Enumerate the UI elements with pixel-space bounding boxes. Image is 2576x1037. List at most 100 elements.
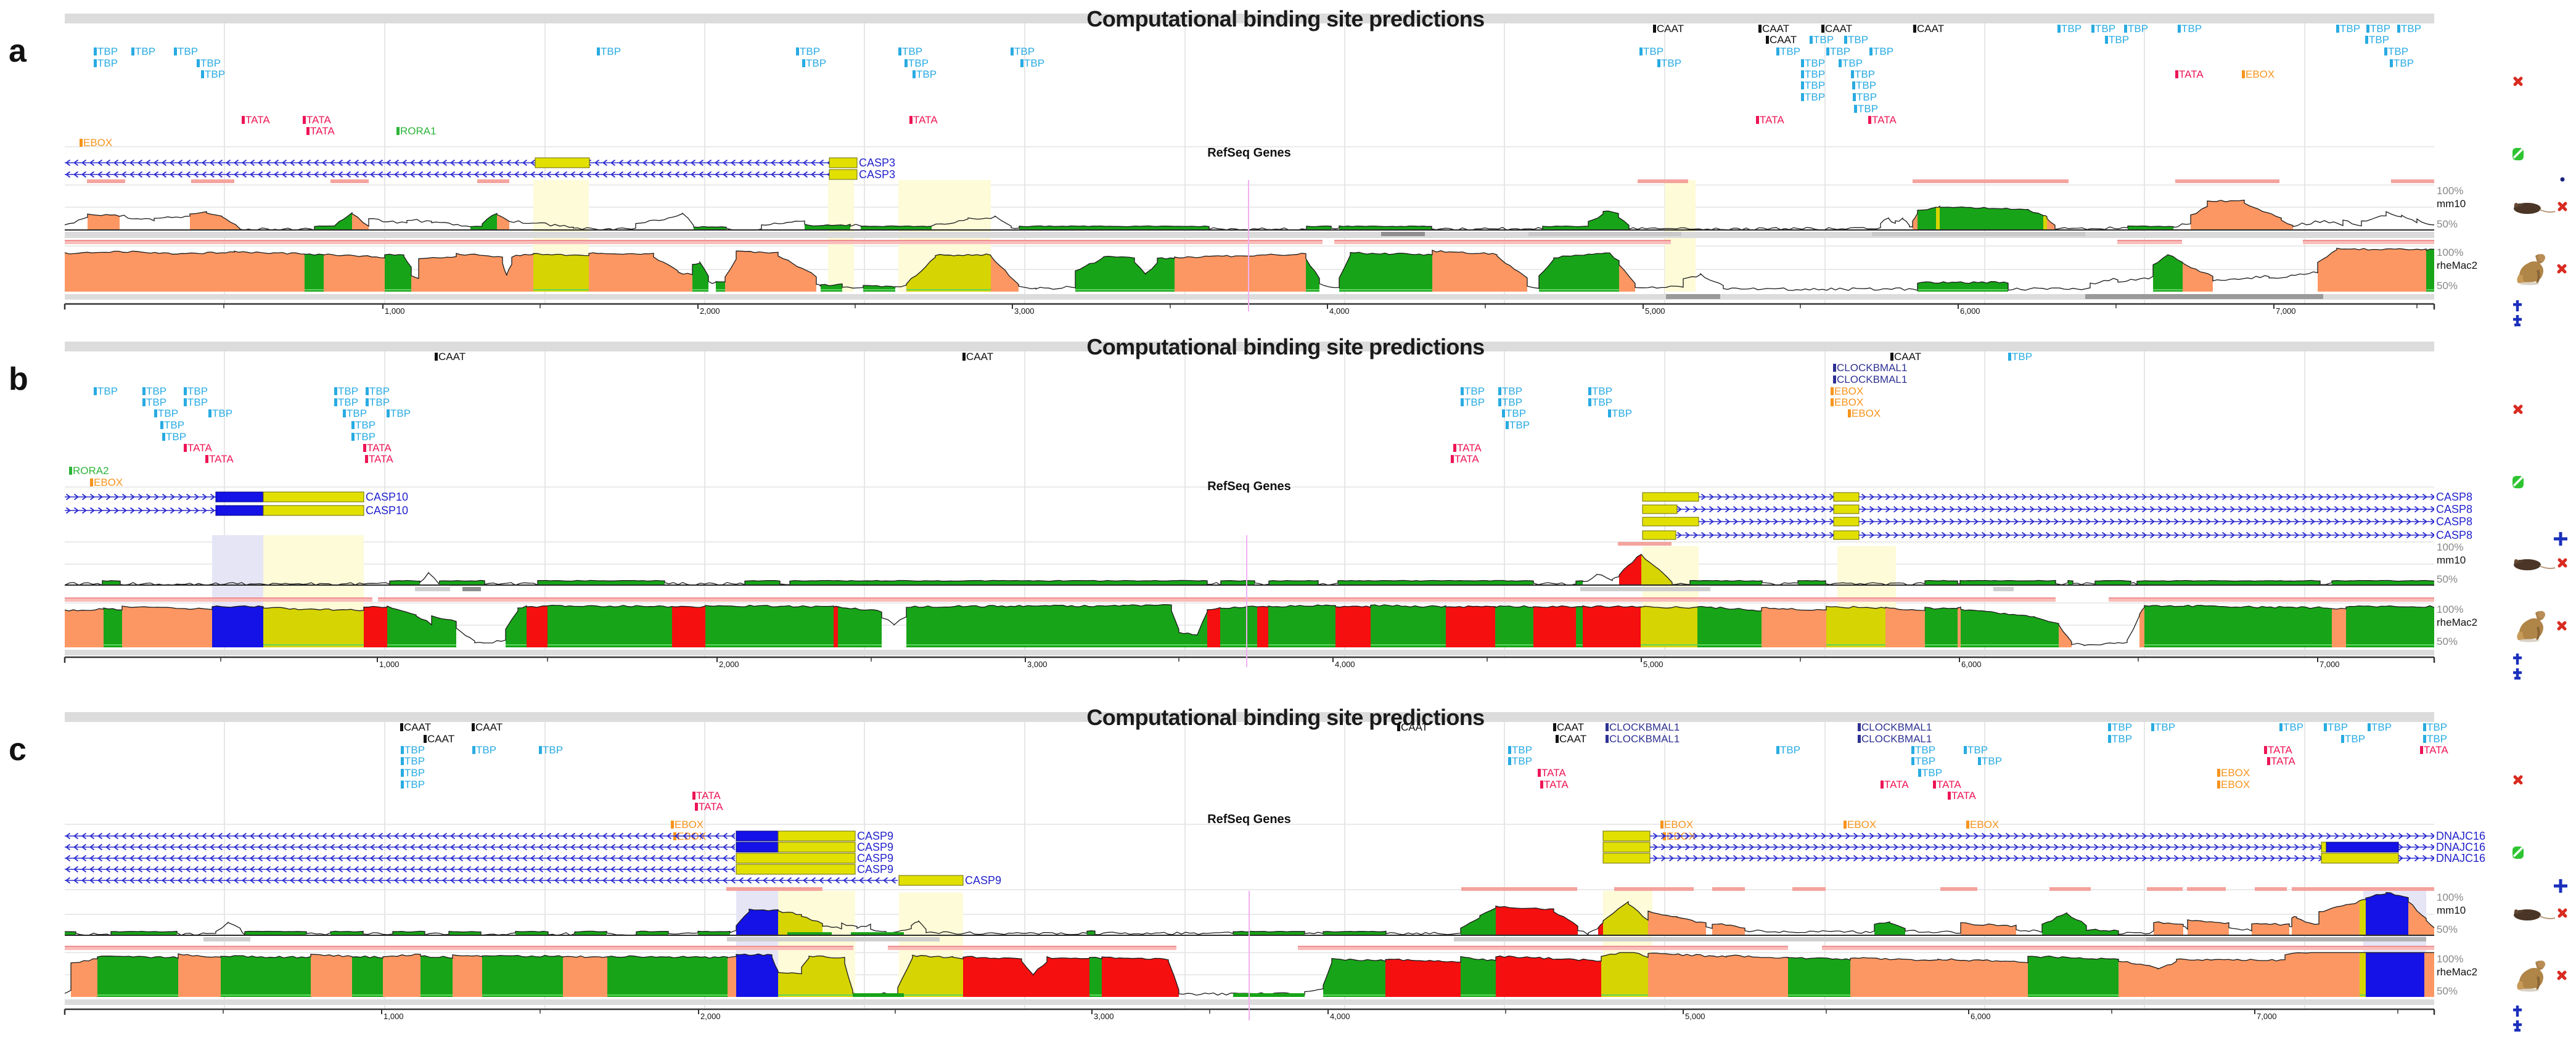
svg-text:TBP: TBP (212, 408, 232, 419)
svg-text:TBP: TBP (1014, 46, 1035, 57)
svg-text:TBP: TBP (1509, 419, 1530, 431)
svg-text:TBP: TBP (1464, 385, 1485, 397)
svg-text:5,000: 5,000 (1685, 1012, 1705, 1021)
svg-text:TATA: TATA (1760, 114, 1784, 126)
svg-text:rheMac2: rheMac2 (2437, 617, 2477, 628)
svg-text:1,000: 1,000 (385, 306, 405, 316)
svg-text:3,000: 3,000 (1027, 660, 1048, 669)
svg-text:DNAJC16: DNAJC16 (2436, 841, 2485, 853)
svg-text:TBP: TBP (2109, 34, 2129, 46)
svg-text:TBP: TBP (1858, 103, 1878, 115)
svg-text:50%: 50% (2437, 636, 2458, 647)
svg-text:CASP9: CASP9 (857, 830, 893, 842)
svg-text:TBP: TBP (1922, 767, 1942, 779)
svg-text:TBP: TBP (205, 68, 225, 80)
svg-text:6,000: 6,000 (1971, 1012, 1991, 1021)
svg-text:TATA: TATA (1937, 779, 1961, 790)
svg-text:TBP: TBP (1612, 408, 1632, 419)
svg-text:7,000: 7,000 (2276, 306, 2296, 316)
svg-text:CASP9: CASP9 (857, 841, 893, 853)
svg-text:TBP: TBP (404, 767, 425, 779)
svg-text:EBOX: EBOX (1847, 819, 1876, 830)
svg-text:3,000: 3,000 (1094, 1012, 1114, 1021)
svg-text:TBP: TBP (2427, 721, 2447, 733)
svg-text:TATA: TATA (2271, 755, 2295, 767)
svg-text:CASP9: CASP9 (965, 874, 1001, 887)
svg-text:5,000: 5,000 (1645, 306, 1665, 316)
svg-text:TBP: TBP (404, 779, 425, 790)
svg-text:6,000: 6,000 (1960, 306, 1980, 316)
svg-text:TBP: TBP (200, 57, 221, 69)
svg-text:DNAJC16: DNAJC16 (2436, 852, 2485, 864)
svg-text:Computational binding site pre: Computational binding site predictions (1086, 6, 1484, 31)
svg-text:EBOX: EBOX (1970, 819, 1999, 830)
svg-text:EBOX: EBOX (1834, 396, 1863, 408)
svg-text:CASP3: CASP3 (859, 168, 895, 181)
svg-text:TBP: TBP (1661, 57, 1681, 69)
svg-text:TBP: TBP (2128, 23, 2148, 35)
svg-text:CAAT: CAAT (1917, 23, 1944, 35)
svg-text:TBP: TBP (902, 46, 922, 57)
svg-text:TATA: TATA (1951, 790, 1976, 801)
svg-text:RORA2: RORA2 (73, 465, 109, 477)
svg-text:4,000: 4,000 (1329, 306, 1350, 316)
svg-text:Computational binding site pre: Computational binding site predictions (1086, 334, 1484, 359)
svg-text:TBP: TBP (1805, 91, 1825, 103)
svg-text:rheMac2: rheMac2 (2437, 966, 2477, 978)
svg-text:TBP: TBP (390, 408, 411, 419)
svg-text:7,000: 7,000 (2257, 1012, 2277, 1021)
svg-text:CAAT: CAAT (1401, 721, 1428, 733)
svg-text:TBP: TBP (146, 396, 166, 408)
svg-text:CLOCKBMAL1: CLOCKBMAL1 (1837, 374, 1907, 385)
svg-text:TBP: TBP (1502, 385, 1522, 397)
svg-text:TATA: TATA (1872, 114, 1897, 126)
svg-text:TBP: TBP (1592, 396, 1612, 408)
svg-text:100%: 100% (2437, 953, 2463, 965)
svg-text:EBOX: EBOX (1664, 819, 1693, 830)
svg-text:DNAJC16: DNAJC16 (2436, 830, 2485, 842)
svg-text:TBP: TBP (187, 396, 208, 408)
svg-text:TATA: TATA (1457, 442, 1482, 454)
svg-text:TBP: TBP (2401, 23, 2421, 35)
svg-text:TATA: TATA (245, 114, 270, 126)
svg-text:TBP: TBP (2427, 733, 2447, 745)
svg-text:100%: 100% (2437, 891, 2463, 903)
svg-text:TBP: TBP (2155, 721, 2175, 733)
svg-text:TATA: TATA (696, 790, 721, 801)
svg-text:TBP: TBP (2340, 23, 2360, 35)
svg-text:TBP: TBP (2370, 23, 2390, 35)
svg-text:3,000: 3,000 (1014, 306, 1035, 316)
svg-text:50%: 50% (2437, 280, 2458, 292)
svg-text:TBP: TBP (347, 408, 367, 419)
svg-text:CAAT: CAAT (1770, 34, 1797, 46)
svg-text:CASP8: CASP8 (2436, 529, 2472, 541)
svg-text:TBP: TBP (1967, 744, 1988, 756)
svg-text:50%: 50% (2437, 924, 2458, 935)
svg-text:TATA: TATA (187, 442, 212, 454)
svg-text:100%: 100% (2437, 541, 2463, 553)
svg-text:CASP10: CASP10 (366, 504, 408, 517)
svg-text:TBP: TBP (404, 744, 425, 756)
svg-text:TBP: TBP (1842, 57, 1863, 69)
svg-text:TBP: TBP (355, 419, 375, 431)
svg-text:TBP: TBP (2095, 23, 2115, 35)
svg-text:TATA: TATA (367, 442, 392, 454)
svg-text:100%: 100% (2437, 604, 2463, 615)
svg-text:TBP: TBP (369, 385, 390, 397)
svg-text:TATA: TATA (306, 114, 331, 126)
svg-text:CAAT: CAAT (1762, 23, 1789, 35)
svg-text:TBP: TBP (2393, 57, 2414, 69)
svg-text:CAAT: CAAT (1557, 721, 1584, 733)
svg-text:RefSeq Genes: RefSeq Genes (1207, 480, 1291, 493)
svg-text:CASP9: CASP9 (857, 863, 893, 875)
svg-text:5,000: 5,000 (1643, 660, 1663, 669)
svg-text:1,000: 1,000 (379, 660, 400, 669)
svg-text:TATA: TATA (913, 114, 938, 126)
svg-text:rheMac2: rheMac2 (2437, 260, 2477, 271)
svg-text:TBP: TBP (1805, 68, 1825, 80)
svg-text:CASP8: CASP8 (2436, 503, 2472, 515)
svg-text:TATA: TATA (699, 801, 723, 813)
svg-text:TBP: TBP (355, 431, 375, 443)
svg-text:TBP: TBP (1805, 57, 1825, 69)
svg-text:TBP: TBP (1805, 80, 1825, 91)
